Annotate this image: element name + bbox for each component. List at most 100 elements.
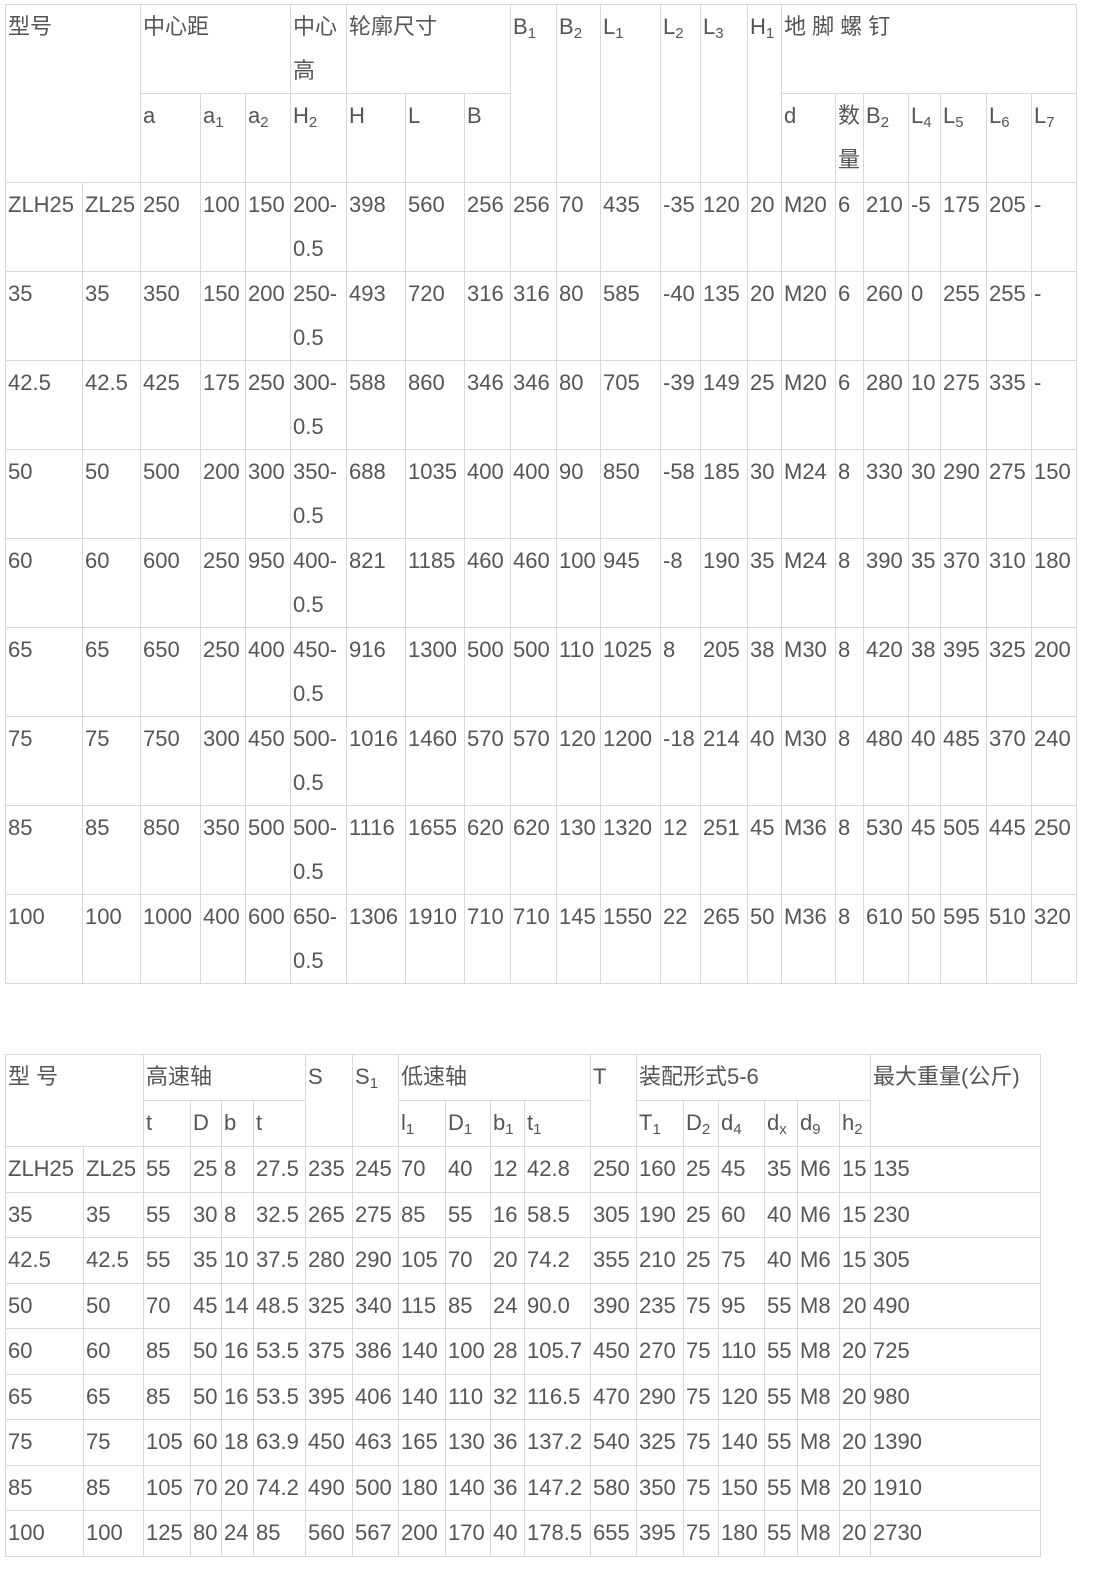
table-cell: M6 (797, 1146, 840, 1193)
table-cell: 260 (863, 271, 909, 361)
table-cell: M20 (781, 360, 836, 450)
table-cell: 90.0 (524, 1282, 591, 1329)
header-label: a (248, 103, 261, 128)
table-cell: 510 (986, 894, 1032, 984)
table-cell: 200-0.5 (290, 182, 347, 272)
table-cell: 140 (445, 1464, 491, 1511)
table-cell: 100 (200, 182, 246, 272)
table-cell: 406 (352, 1373, 399, 1420)
table-cell: 75 (718, 1237, 765, 1284)
table-cell: 250-0.5 (290, 271, 347, 361)
table-cell: 55 (764, 1510, 798, 1557)
table-cell: 137.2 (524, 1419, 591, 1466)
table-cell: 725 (870, 1328, 1041, 1375)
header-cell: l1 (398, 1100, 446, 1147)
table-cell: 38 (747, 627, 782, 717)
table-row: 65 65 650 250 400 450-0.5 916 1300 500 500 110 1025… (5, 627, 1077, 717)
header-label: 数量 (838, 103, 861, 172)
table-cell: 55 (143, 1191, 191, 1238)
table-cell: 27.5 (253, 1146, 306, 1193)
header-label: d (800, 1110, 813, 1135)
table-cell: M8 (797, 1282, 840, 1329)
header-cell: t (143, 1100, 191, 1147)
table-cell: 105 (398, 1237, 446, 1284)
table-cell: 570 (510, 716, 557, 806)
header-label: d (721, 1110, 734, 1135)
table-cell: 8 (835, 716, 864, 806)
header-subscript: 5 (955, 114, 964, 131)
table-cell: 370 (940, 538, 987, 628)
table-cell: 75 (5, 1419, 84, 1466)
table-cell: 120 (700, 182, 748, 272)
table-cell: 55 (764, 1464, 798, 1511)
table-cell: 55 (764, 1419, 798, 1466)
table-cell: 600 (245, 894, 291, 984)
table-cell: 50 (190, 1328, 222, 1375)
header-cell: 地 脚 螺 钉 (781, 4, 1077, 94)
table-cell: 20 (490, 1237, 525, 1284)
table-cell: 705 (600, 360, 661, 450)
table-cell: 350 (200, 805, 246, 895)
header-label: t (256, 1110, 263, 1135)
header-subscript: 1 (369, 1075, 379, 1092)
table-cell: 290 (352, 1237, 399, 1284)
table-cell: - (1031, 271, 1077, 361)
table-cell: 150 (245, 182, 291, 272)
table-cell: 110 (556, 627, 601, 717)
header-cell: d4 (718, 1100, 765, 1147)
header-subscript: 2 (573, 25, 583, 42)
table-cell: 60 (190, 1419, 222, 1466)
table-cell: 50 (5, 1282, 84, 1329)
table-cell: 120 (718, 1373, 765, 1420)
header-label: H (349, 103, 365, 128)
table-cell: 251 (700, 805, 748, 895)
header-label: L (989, 103, 1002, 128)
table-cell: 620 (510, 805, 557, 895)
table-cell: 53.5 (253, 1328, 306, 1375)
table-cell: 560 (305, 1510, 353, 1557)
table-cell: 30 (747, 449, 782, 539)
table-row: 35 35 350 150 200 250-0.5 493 720 316 316 80 585 -40… (5, 271, 1077, 361)
table-cell: 18 (221, 1419, 254, 1466)
table-cell: 620 (464, 805, 511, 895)
table-row: 35 35 55 30 8 32.5 265 275 85 55 16 58.5 305 190 25 60 4… (5, 1191, 1041, 1238)
header-label: D (448, 1110, 464, 1135)
table-cell: 390 (863, 538, 909, 628)
table-cell: 12 (490, 1146, 525, 1193)
table-cell: M8 (797, 1328, 840, 1375)
table-cell: 850 (140, 805, 201, 895)
header-cell: S (305, 1054, 353, 1147)
table-cell: 50 (82, 449, 141, 539)
table-row: 42.5 42.5 55 35 10 37.5 280 290 105 70 20 74.2 355 21… (5, 1237, 1041, 1284)
table-cell: M24 (781, 449, 836, 539)
table-cell: M8 (797, 1510, 840, 1557)
table-cell: 6 (835, 182, 864, 272)
table-cell: 60 (5, 538, 83, 628)
header-cell: B2 (863, 93, 909, 183)
table-cell: M20 (781, 271, 836, 361)
table-cell: 588 (346, 360, 406, 450)
table-cell: 580 (590, 1464, 637, 1511)
table-cell: 149 (700, 360, 748, 450)
table-cell: 75 (683, 1328, 719, 1375)
table-cell: 305 (590, 1191, 637, 1238)
table-cell: 160 (636, 1146, 684, 1193)
table-cell: 585 (600, 271, 661, 361)
table-cell: 8 (835, 805, 864, 895)
table-cell: 35 (908, 538, 941, 628)
table-cell: 250 (140, 182, 201, 272)
table-cell: 75 (683, 1510, 719, 1557)
table-cell: 316 (510, 271, 557, 361)
table-cell: 325 (636, 1419, 684, 1466)
header-label: t (146, 1110, 153, 1135)
table-cell: 1320 (600, 805, 661, 895)
table-cell: 250 (200, 627, 246, 717)
table-cell: 110 (718, 1328, 765, 1375)
table-cell: -35 (660, 182, 701, 272)
table-cell: 25 (683, 1191, 719, 1238)
table-cell: 320 (1031, 894, 1077, 984)
table-cell: 14 (221, 1282, 254, 1329)
header-cell: L7 (1031, 93, 1077, 183)
table-cell: 945 (600, 538, 661, 628)
table-cell: 275 (940, 360, 987, 450)
